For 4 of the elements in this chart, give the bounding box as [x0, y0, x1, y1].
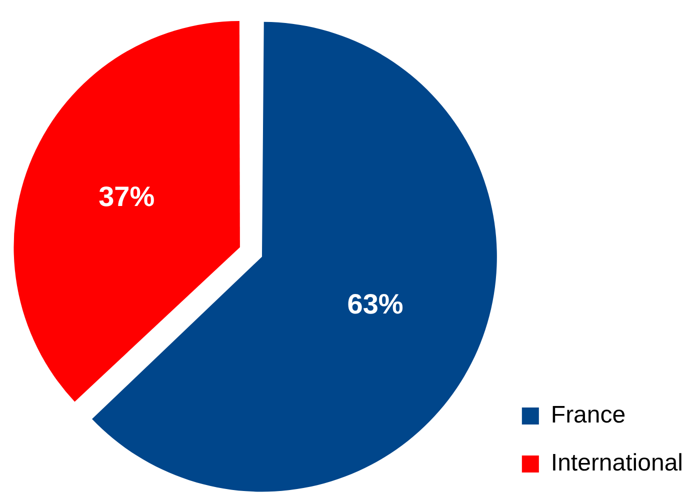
- data-label: 63%: [347, 288, 404, 320]
- legend-label: International: [550, 450, 683, 477]
- data-label: 37%: [98, 180, 155, 212]
- legend-label: France: [550, 402, 626, 429]
